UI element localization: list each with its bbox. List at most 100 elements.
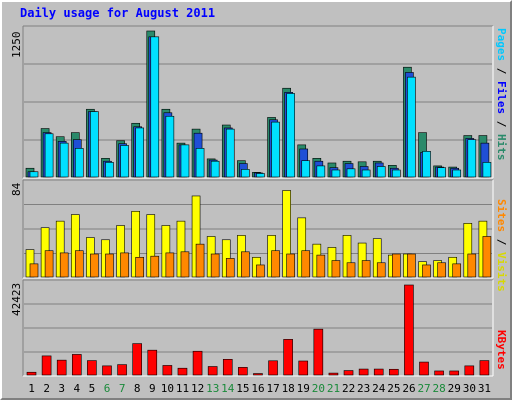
- sites-bar: [331, 260, 341, 278]
- kbytes-bar: [222, 359, 233, 376]
- kbytes-bar: [373, 368, 384, 376]
- sites-bar: [482, 236, 492, 278]
- sites-bar: [150, 255, 160, 278]
- day-tick-label: 29: [448, 382, 461, 395]
- kbytes-bar: [162, 365, 173, 376]
- day-tick-label: 25: [387, 382, 400, 395]
- day-tick-label: 18: [282, 382, 295, 395]
- pages-bar: [316, 165, 326, 178]
- kbytes-bar: [87, 360, 97, 376]
- pages-bar: [422, 151, 431, 178]
- sites-bar: [361, 260, 371, 278]
- kbytes-bar: [71, 354, 82, 376]
- day-tick-label: 31: [478, 382, 491, 395]
- pages-bar: [241, 169, 250, 178]
- day-tick-label: 27: [417, 382, 430, 395]
- day-tick-label: 16: [251, 382, 264, 395]
- sites-bar: [346, 262, 356, 278]
- day-tick-label: 20: [312, 382, 325, 395]
- kbytes-bar: [464, 365, 475, 376]
- kbytes-bar: [207, 366, 218, 376]
- day-tick-label: 26: [402, 382, 415, 395]
- sites-bar: [376, 262, 386, 278]
- kbytes-bar: [358, 368, 369, 376]
- kbytes-bar: [56, 359, 67, 376]
- day-tick-label: 22: [342, 382, 355, 395]
- kbytes-bar: [434, 370, 444, 376]
- kbytes-bar: [253, 373, 263, 376]
- day-tick-label: 6: [104, 382, 111, 395]
- pages-bar: [437, 167, 446, 178]
- pages-bar: [180, 144, 190, 178]
- kbytes-bar: [177, 367, 188, 376]
- day-tick-label: 23: [357, 382, 370, 395]
- pages-bar: [74, 148, 84, 178]
- kbytes-bar: [328, 372, 339, 376]
- day-tick-label: 4: [74, 382, 81, 395]
- kbytes-bar: [449, 370, 460, 376]
- sites-bar: [120, 252, 129, 278]
- sites-bar: [180, 251, 190, 278]
- kbytes-bar: [268, 360, 278, 376]
- kbytes-bar: [283, 339, 293, 376]
- sites-bar: [286, 253, 295, 278]
- day-tick-label: 24: [372, 382, 386, 395]
- kbytes-bar: [298, 360, 309, 376]
- kbytes-bar: [26, 371, 37, 376]
- kbytes-bar: [117, 364, 127, 376]
- day-tick-label: 3: [58, 382, 65, 395]
- pages-bar: [44, 133, 54, 178]
- kbytes-bar: [479, 360, 490, 376]
- sites-bar: [29, 263, 39, 278]
- kbytes-bar: [419, 361, 429, 376]
- day-tick-label: 19: [297, 382, 310, 395]
- sites-bar: [316, 254, 326, 278]
- pages-bar: [90, 111, 99, 178]
- sites-bar: [59, 252, 69, 278]
- kbytes-bar: [132, 343, 142, 376]
- kbytes-bar: [102, 365, 112, 376]
- sites-bar: [105, 253, 114, 278]
- pages-bar: [482, 162, 492, 178]
- day-tick-label: 11: [176, 382, 189, 395]
- pages-bar: [331, 169, 341, 178]
- chart-title: Daily usage for August 2011: [20, 6, 216, 20]
- sites-bar: [210, 253, 220, 278]
- sites-bar: [90, 253, 99, 278]
- pages-bar: [346, 168, 356, 178]
- sites-bar: [256, 264, 265, 278]
- day-tick-label: 9: [149, 382, 156, 395]
- sites-bar: [135, 256, 144, 278]
- kbytes-bar: [343, 370, 354, 376]
- day-tick-label: 13: [206, 382, 219, 395]
- sites-bar: [241, 251, 250, 278]
- sites-bar: [74, 250, 84, 278]
- kbytes-bar: [147, 349, 158, 376]
- kbytes-bar: [41, 355, 52, 376]
- day-tick-label: 2: [43, 382, 50, 395]
- kbytes-bar: [389, 368, 399, 376]
- pages-bar: [361, 169, 371, 178]
- day-tick-label: 14: [221, 382, 235, 395]
- pages-bar: [392, 169, 401, 178]
- pages-bar: [59, 142, 69, 178]
- pages-bar: [135, 127, 144, 178]
- sites-bar: [301, 250, 311, 278]
- pages-bar: [271, 121, 280, 178]
- pages-bar: [256, 173, 265, 178]
- day-tick-label: 5: [89, 382, 96, 395]
- sites-bar: [44, 250, 54, 278]
- sites-bar: [437, 262, 446, 278]
- day-tick-label: 7: [119, 382, 126, 395]
- day-tick-label: 10: [161, 382, 174, 395]
- kbytes-bar: [192, 350, 203, 376]
- day-tick-label: 21: [327, 382, 340, 395]
- kbytes-bar: [313, 328, 324, 376]
- sites-bar: [452, 263, 462, 278]
- day-tick-label: 17: [266, 382, 279, 395]
- pages-bar: [407, 76, 416, 178]
- pages-bar: [165, 115, 175, 178]
- pages-bar: [376, 166, 386, 178]
- sites-bar: [467, 253, 477, 278]
